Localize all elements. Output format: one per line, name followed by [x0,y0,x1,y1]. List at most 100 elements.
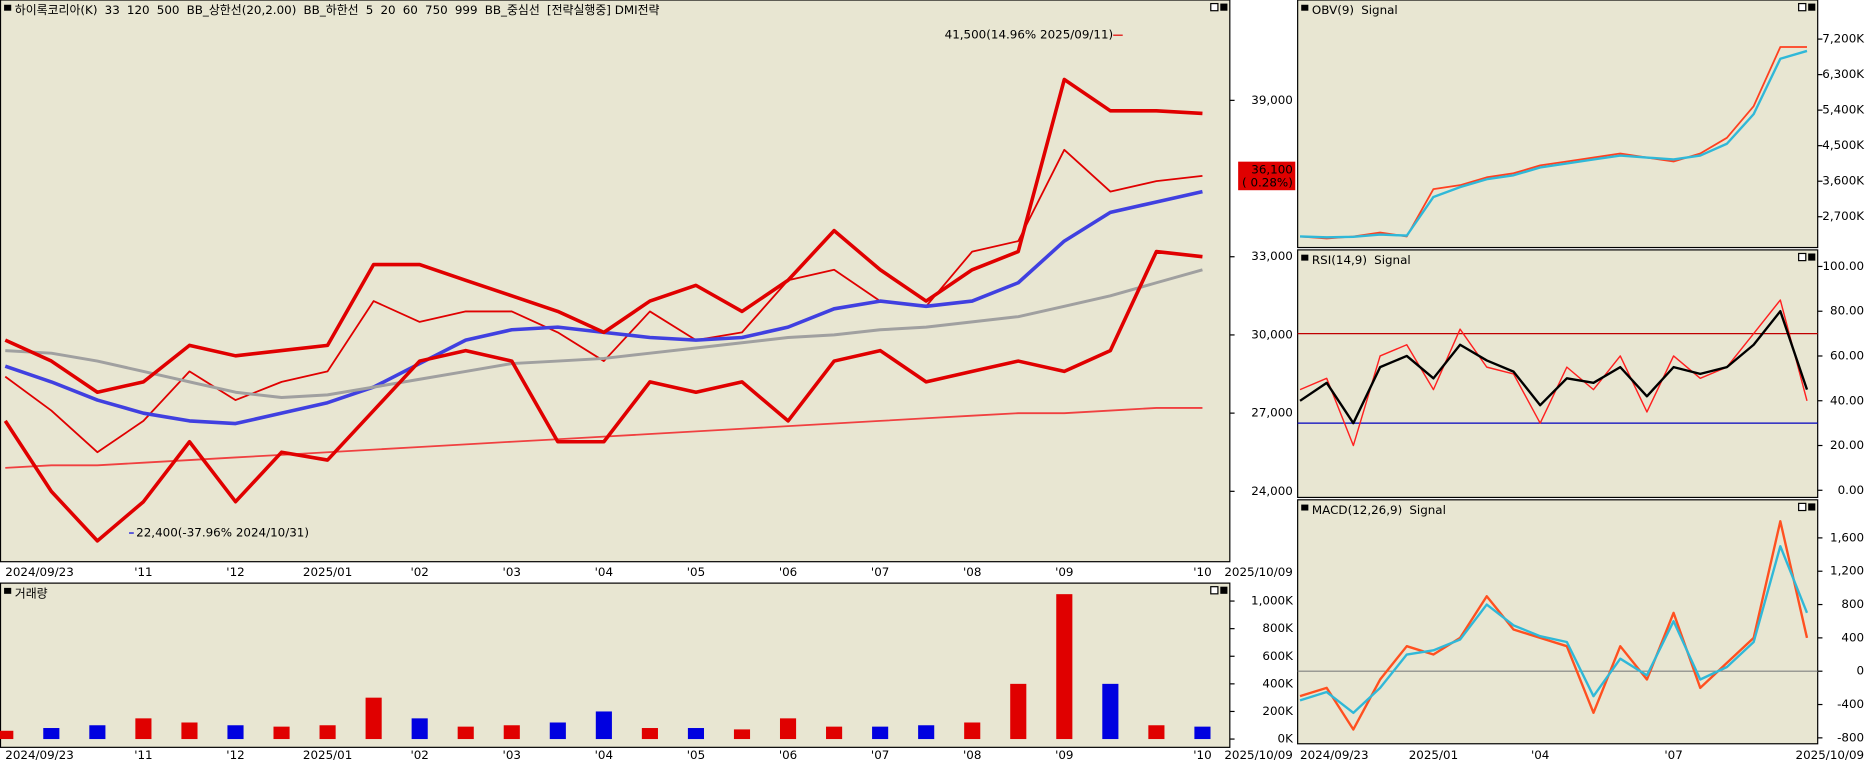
x-tick-label: '02 [410,748,428,762]
legend-entry: Signal [1361,3,1398,17]
series-line [1299,310,1809,425]
panel-background [0,0,1231,563]
volume-bar [181,722,198,740]
volume-bar [0,730,14,740]
legend-entry: 거래량 [15,586,48,600]
y-tick-label: 200K [1262,704,1294,718]
y-tick-label: 20.00 [1830,438,1864,452]
legend-marker [1301,254,1309,261]
volume-bar [641,728,658,740]
x-tick-label: '08 [963,748,981,762]
volume-bar [779,718,797,740]
x-tick-label: '11 [134,565,152,579]
legend-entry: BB_하한선 [304,3,359,17]
y-tick-label: -800 [1837,730,1864,744]
x-tick-label: '06 [779,748,797,762]
panel-button [1808,503,1816,511]
y-tick-label: 33,000 [1251,249,1293,263]
y-tick-label: 39,000 [1251,93,1293,107]
x-tick-label: '08 [963,565,981,579]
panel-button [1798,252,1807,262]
volume-bar [457,726,474,740]
panel-background [1297,499,1819,745]
x-tick-label: 2025/01 [303,565,352,579]
legend-marker [4,587,12,594]
series-line [4,77,1203,395]
panel-background [1297,0,1819,249]
y-tick-label: 27,000 [1251,406,1293,420]
volume-bar [549,722,566,740]
last-price-box [1238,161,1296,191]
y-tick-label: 3,600K [1822,174,1865,188]
x-tick-label: '12 [226,565,244,579]
legend-entry: 20 [380,3,395,17]
x-tick-label: '05 [687,565,705,579]
volume-bar [273,726,290,740]
y-tick-label: 0K [1278,732,1295,746]
y-tick-label: 80.00 [1830,304,1864,318]
volume-bar [43,728,60,740]
last-price: 36,100 [1251,162,1293,176]
x-end-label: 2025/10/09 [1224,748,1293,762]
y-tick-label: -400 [1837,697,1864,711]
x-tick-label: '11 [134,748,152,762]
y-tick-label: 0 [1857,664,1865,678]
volume-bar [319,725,336,740]
annotation: 41,500(14.96% 2025/09/11) [945,28,1114,42]
volume-bar [1056,594,1073,740]
x-tick-label: '03 [503,748,521,762]
legend-entry: 120 [127,3,150,17]
series-line [3,249,1203,543]
volume-bar [1102,683,1119,740]
x-tick-label: '09 [1055,748,1073,762]
y-tick-label: 1,200 [1830,564,1864,578]
y-tick-label: 1,000K [1251,594,1294,608]
legend-entry: BB_상한선(20,2.00) [187,3,297,17]
x-end-label: 2025/10/09 [1796,748,1865,762]
y-tick-label: 400 [1841,630,1864,644]
series-line [1299,520,1809,731]
volume-bar [872,726,889,740]
volume-bar [503,725,520,740]
y-tick-label: 0.00 [1838,483,1864,497]
annotation: 22,400(-37.96% 2024/10/31) [136,526,309,540]
volume-bar [89,725,106,740]
y-tick-label: 60.00 [1830,348,1864,362]
legend-marker [4,4,12,11]
x-tick-label: '07 [871,748,889,762]
panel-button [1210,586,1219,595]
volume-bar [918,725,935,740]
panel-button [1220,3,1228,11]
x-tick-label: '02 [410,565,428,579]
volume-bar [227,725,244,740]
y-tick-label: 7,200K [1822,32,1865,46]
legend-entry: BB_중심선 [485,3,540,17]
volume-bar [595,711,612,740]
legend-marker [1301,504,1309,511]
series-line [1299,46,1807,240]
legend-entry: 33 [105,3,120,17]
y-tick-label: 2,700K [1822,209,1865,223]
x-tick-label: '10 [1193,565,1211,579]
x-tick-label: '05 [687,748,705,762]
legend-entry: RSI(14,9) [1312,253,1367,267]
x-tick-label: '07 [871,565,889,579]
legend-entry: 60 [403,3,418,17]
legend-entry: Signal [1409,503,1446,517]
x-tick-label: 2024/09/23 [5,565,74,579]
x-tick-label: '03 [503,565,521,579]
series-line [5,268,1203,399]
panel-button [1808,3,1816,11]
volume-bar [826,726,843,740]
x-tick-label: 2025/01 [303,748,352,762]
volume-bar [964,722,981,740]
series-line [4,148,1203,454]
x-tick-label: 2024/09/23 [5,748,74,762]
x-tick-label: '07 [1664,748,1682,762]
legend-entry: 하이록코리아(K) [15,3,98,17]
volume-bar [135,718,152,740]
volume-bar [1010,683,1027,740]
y-tick-label: 30,000 [1251,327,1293,341]
